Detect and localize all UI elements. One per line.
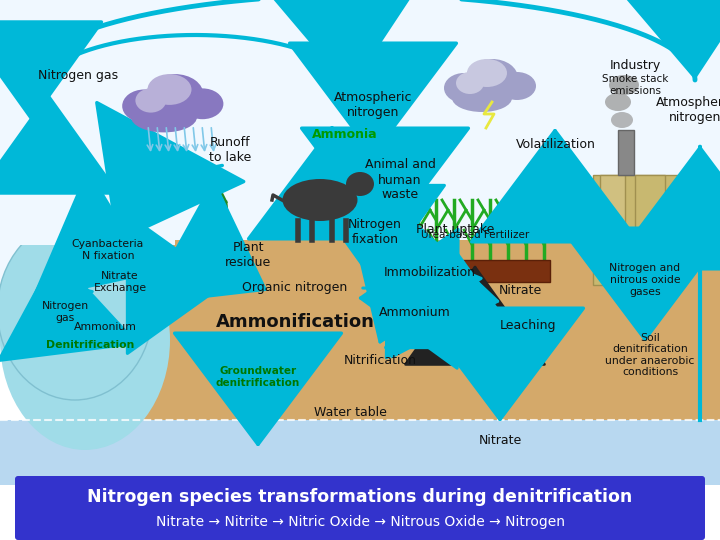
Text: Nitrification: Nitrification [343, 354, 416, 367]
Ellipse shape [146, 74, 204, 116]
Bar [593, 175, 678, 285]
Text: Groundwater
denitrification: Groundwater denitrification [216, 366, 300, 388]
Text: Volatilization: Volatilization [516, 138, 596, 151]
Text: Cyanbacteria
N fixation: Cyanbacteria N fixation [72, 239, 144, 261]
Bar [0, 0, 720, 340]
Bar [395, 260, 550, 282]
Text: Denitrification: Denitrification [46, 340, 134, 350]
Ellipse shape [609, 75, 639, 95]
Ellipse shape [122, 90, 166, 123]
Ellipse shape [181, 89, 223, 119]
Text: Plant uptake: Plant uptake [416, 224, 494, 237]
Ellipse shape [456, 72, 484, 94]
Text: Atmospheric
nitrogen: Atmospheric nitrogen [656, 96, 720, 124]
Text: Urea-based Fertilizer: Urea-based Fertilizer [421, 230, 529, 240]
Text: Soil
denitrification
under anaerobic
conditions: Soil denitrification under anaerobic con… [606, 333, 695, 377]
Ellipse shape [0, 220, 153, 400]
Bar [0, 135, 175, 245]
Ellipse shape [282, 179, 358, 221]
Ellipse shape [346, 172, 374, 196]
Ellipse shape [444, 73, 484, 103]
Text: Nitrogen
fixation: Nitrogen fixation [348, 218, 402, 246]
Text: Ammonium: Ammonium [73, 322, 136, 332]
Bar [618, 130, 634, 175]
Text: Atmospheric
nitrogen: Atmospheric nitrogen [334, 91, 413, 119]
Text: Nitrate: Nitrate [478, 434, 521, 447]
Ellipse shape [135, 89, 166, 113]
Ellipse shape [131, 102, 197, 132]
Ellipse shape [148, 74, 192, 105]
Text: Nitrate → Nitrite → Nitric Oxide → Nitrous Oxide → Nitrogen: Nitrate → Nitrite → Nitric Oxide → Nitro… [156, 515, 564, 529]
Text: Runoff
to lake: Runoff to lake [209, 136, 251, 164]
Ellipse shape [467, 59, 507, 87]
Ellipse shape [466, 59, 518, 97]
Ellipse shape [611, 112, 633, 128]
Text: Nitrate: Nitrate [498, 284, 541, 296]
Text: Nitrogen and
nitrous oxide
gases: Nitrogen and nitrous oxide gases [609, 264, 680, 296]
Ellipse shape [605, 93, 631, 111]
Ellipse shape [0, 230, 170, 450]
Text: Water table: Water table [314, 406, 387, 419]
Ellipse shape [498, 72, 536, 100]
Bar [0, 420, 720, 485]
Text: Ammonification: Ammonification [215, 313, 374, 331]
Text: Plant
residue: Plant residue [225, 241, 271, 269]
Bar [120, 240, 720, 445]
Text: Nitrogen
gas: Nitrogen gas [42, 301, 89, 323]
Text: Leaching: Leaching [500, 319, 557, 332]
Bar [600, 175, 625, 235]
Text: Ammonia: Ammonia [312, 129, 378, 141]
Text: Nitrogen gas: Nitrogen gas [38, 69, 118, 82]
Text: Industry: Industry [609, 58, 661, 71]
Text: Nitrate
Exchange: Nitrate Exchange [94, 271, 147, 293]
Text: Organic nitrogen: Organic nitrogen [243, 281, 348, 294]
Text: Nitrogen species transformations during denitrification: Nitrogen species transformations during … [87, 488, 633, 506]
Bar [635, 175, 665, 255]
Text: Animal and
human
waste: Animal and human waste [364, 159, 436, 201]
Text: Immobilization: Immobilization [384, 266, 476, 279]
Text: Smoke stack
emissions: Smoke stack emissions [602, 74, 668, 96]
Text: Ammonium: Ammonium [379, 306, 451, 319]
FancyBboxPatch shape [15, 476, 705, 540]
Ellipse shape [452, 84, 512, 112]
